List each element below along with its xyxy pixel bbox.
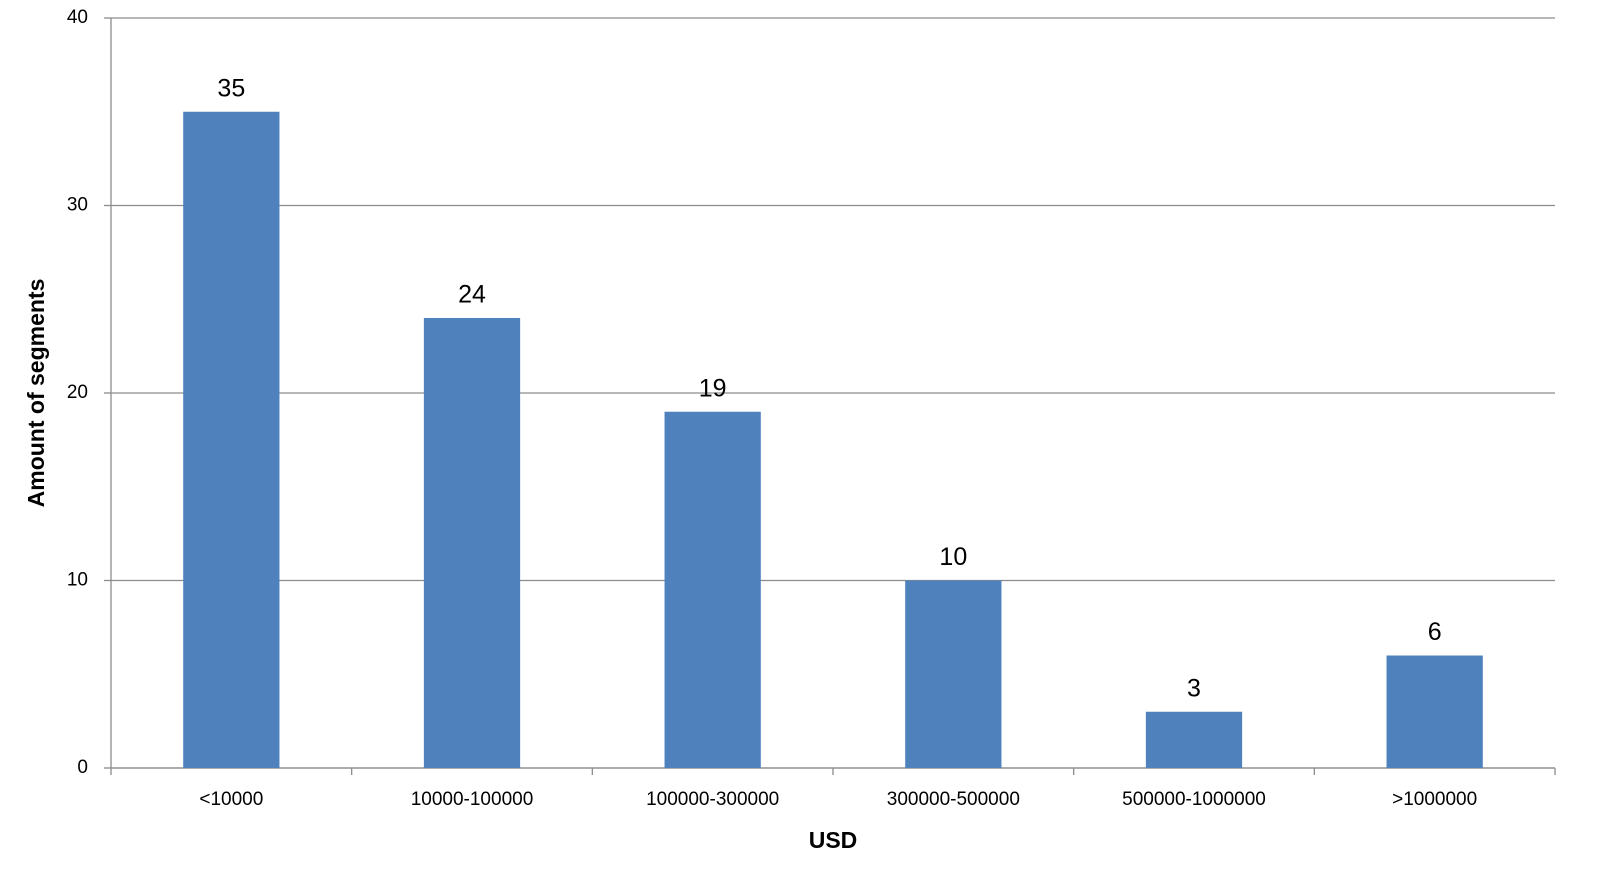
x-axis-title: USD (809, 827, 858, 853)
x-tick-label: <10000 (199, 789, 263, 810)
x-tick-label: 100000-300000 (646, 789, 779, 810)
bar (183, 111, 280, 768)
x-tick-label: 500000-1000000 (1122, 789, 1266, 810)
y-tick-label: 40 (67, 7, 88, 28)
value-label: 19 (699, 374, 727, 402)
value-label: 10 (939, 543, 967, 571)
y-tick-label: 0 (77, 757, 88, 778)
y-axis-title: Amount of segments (23, 279, 49, 508)
y-tick-label: 10 (67, 570, 88, 591)
bar (423, 318, 521, 768)
value-label: 6 (1428, 618, 1442, 646)
x-tick-label: 10000-100000 (411, 789, 534, 810)
bar (1386, 655, 1483, 768)
bar (905, 580, 1002, 768)
bar (1145, 711, 1243, 768)
bar (664, 411, 761, 768)
y-tick-label: 20 (67, 382, 88, 403)
x-tick-label: >1000000 (1392, 789, 1477, 810)
value-label: 24 (458, 281, 486, 309)
value-label: 35 (217, 74, 245, 102)
value-label: 3 (1187, 674, 1201, 702)
x-tick-label: 300000-500000 (887, 789, 1020, 810)
y-tick-label: 30 (67, 195, 88, 216)
